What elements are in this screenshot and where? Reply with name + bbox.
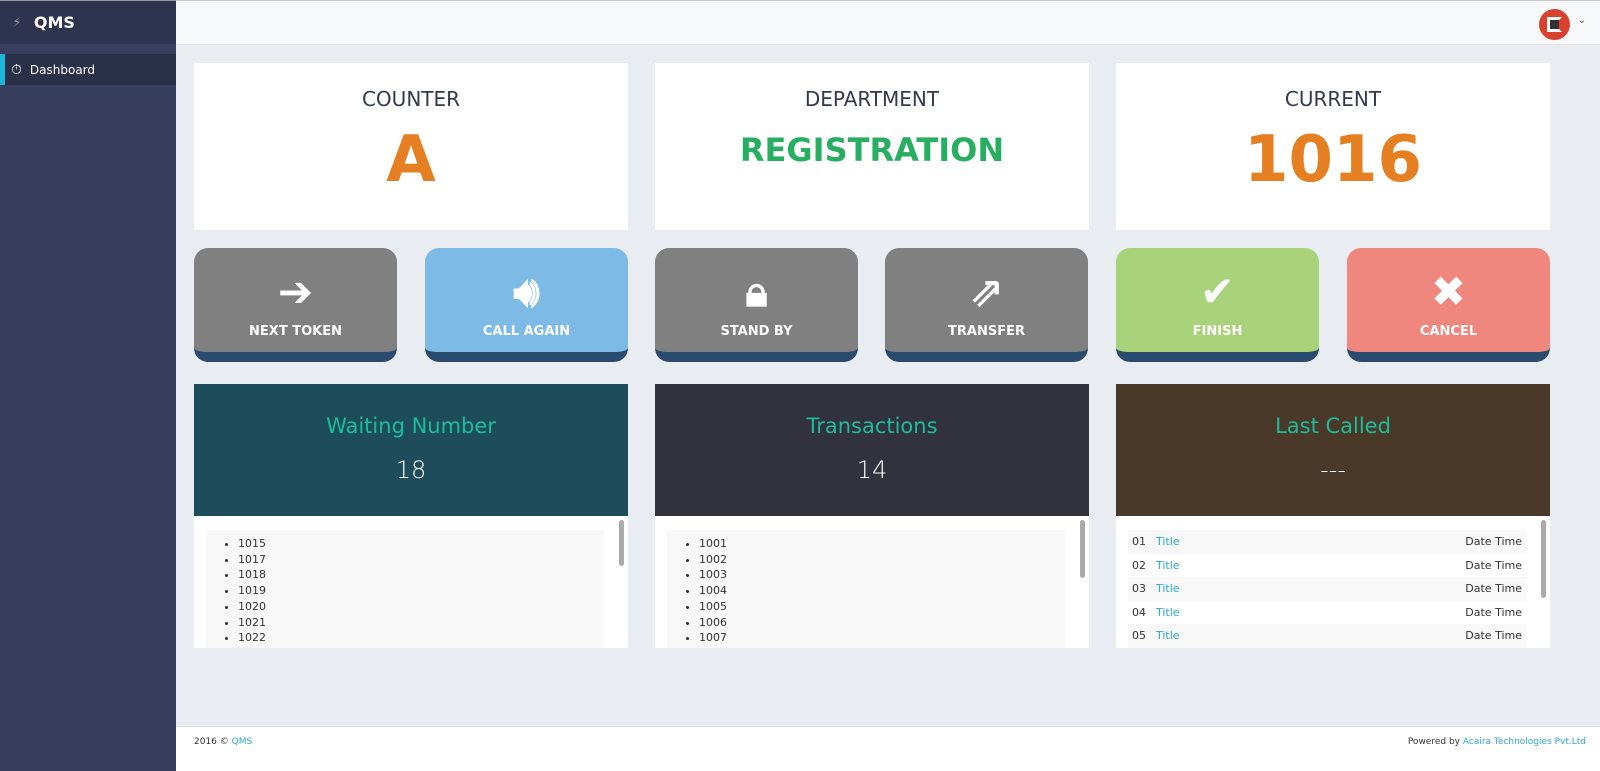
powered-by: Powered by <box>1407 737 1460 747</box>
bolt-icon: ⚡ <box>12 14 22 31</box>
transfer-button[interactable]: ⇗ TRANSFER <box>885 248 1088 362</box>
stand-by-button[interactable]: 🔒︎ STAND BY <box>655 248 858 362</box>
list-item: 1005 <box>699 599 1065 615</box>
list-item: 1007 <box>699 630 1065 646</box>
table-row: 02 Title Date Time <box>1128 554 1526 578</box>
row-number: 01 <box>1132 535 1146 549</box>
cancel-button[interactable]: ✖ CANCEL <box>1347 248 1550 362</box>
scrollbar[interactable] <box>619 520 624 566</box>
list-item: 1004 <box>699 583 1065 599</box>
button-label: STAND BY <box>720 324 793 339</box>
list-item: 1021 <box>238 615 604 631</box>
finish-button[interactable]: ✔ FINISH <box>1116 248 1319 362</box>
app-title: QMS <box>33 13 75 32</box>
list-item: 1017 <box>238 552 604 568</box>
row-number: 02 <box>1132 558 1146 572</box>
counter-card: COUNTER A <box>194 63 628 230</box>
list-item: 1015 <box>238 536 604 552</box>
list-item: 1018 <box>238 567 604 583</box>
scrollbar[interactable] <box>1541 520 1546 598</box>
external-link-icon: ⇗ <box>968 267 1005 316</box>
list-item: 1002 <box>699 552 1065 568</box>
list-item: 1020 <box>238 599 604 615</box>
list-item: 1023 <box>238 646 604 648</box>
chevron-down-icon[interactable]: ⌄ <box>1577 15 1586 26</box>
row-number: 03 <box>1132 582 1146 596</box>
counter-label: COUNTER <box>361 87 461 111</box>
call-again-button[interactable]: 🔊︎ CALL AGAIN <box>425 248 628 362</box>
user-avatar[interactable] <box>1539 9 1570 40</box>
last-called-list: 01 Title Date Time 02 Title Date Time 03 Title D… <box>1128 530 1526 648</box>
close-icon: ✖ <box>1430 267 1467 316</box>
row-title-link[interactable]: Title <box>1156 535 1180 549</box>
arrow-right-icon: ➔ <box>277 267 314 316</box>
row-number: 05 <box>1132 629 1146 643</box>
button-label: TRANSFER <box>948 324 1025 339</box>
list-item: 1019 <box>238 583 604 599</box>
company-link[interactable]: Acaira Technologies Pvt.Ltd <box>1462 737 1586 747</box>
logo-icon <box>1547 17 1562 32</box>
brand[interactable]: ⚡ QMS <box>0 0 176 44</box>
lock-icon: 🔒︎ <box>745 267 768 316</box>
row-title-link[interactable]: Title <box>1156 605 1180 619</box>
list-item: 1022 <box>238 630 604 646</box>
scrollbar[interactable] <box>1080 520 1085 578</box>
row-datetime: Date Time <box>1465 605 1522 619</box>
row-number: 04 <box>1132 605 1146 619</box>
department-value: REGISTRATION <box>739 131 1005 169</box>
last-called-panel: Last Called --- 01 Title Date Time 02 Title Da… <box>1116 384 1550 648</box>
row-title-link[interactable]: Title <box>1156 582 1180 596</box>
footer: 2016 © QMS Powered by Acaira Technologie… <box>176 726 1600 771</box>
waiting-count: 18 <box>395 456 427 484</box>
brand-link[interactable]: QMS <box>231 737 253 747</box>
sidebar-item-label: Dashboard <box>29 62 96 77</box>
top-bar: ⌄ <box>176 0 1600 45</box>
row-datetime: Date Time <box>1465 535 1522 549</box>
next-token-button[interactable]: ➔ NEXT TOKEN <box>194 248 397 362</box>
panel-title: Last Called <box>1275 414 1391 438</box>
transactions-list: 10011002100310041005100610071008 <box>667 530 1065 648</box>
panel-title: Waiting Number <box>326 414 496 438</box>
current-value: 1016 <box>1243 123 1423 197</box>
waiting-list: 10151017101810191020102110221023 <box>206 530 604 648</box>
list-item: 1003 <box>699 567 1065 583</box>
sidebar-item-dashboard[interactable]: ⏱ Dashboard <box>0 54 176 85</box>
button-label: CANCEL <box>1419 324 1478 339</box>
list-item: 1001 <box>699 536 1065 552</box>
copyright: 2016 © <box>194 737 229 747</box>
table-row: 04 Title Date Time <box>1128 601 1526 625</box>
table-row: 03 Title Date Time <box>1128 577 1526 601</box>
row-datetime: Date Time <box>1465 582 1522 596</box>
table-row: 05 Title Date Time <box>1128 624 1526 648</box>
table-row: 01 Title Date Time <box>1128 530 1526 554</box>
row-title-link[interactable]: Title <box>1156 629 1180 643</box>
button-label: FINISH <box>1192 324 1243 339</box>
current-label: CURRENT <box>1284 87 1382 111</box>
list-item: 1008 <box>699 646 1065 648</box>
stopwatch-icon: ⏱ <box>11 61 22 78</box>
department-label: DEPARTMENT <box>804 87 940 111</box>
current-card: CURRENT 1016 <box>1116 63 1550 230</box>
transactions-count: 14 <box>856 456 888 484</box>
row-datetime: Date Time <box>1465 558 1522 572</box>
last-called-value: --- <box>1320 456 1346 484</box>
row-title-link[interactable]: Title <box>1156 558 1180 572</box>
panel-title: Transactions <box>806 414 938 438</box>
check-icon: ✔ <box>1199 267 1236 316</box>
button-label: NEXT TOKEN <box>249 324 342 339</box>
row-datetime: Date Time <box>1465 629 1522 643</box>
list-item: 1006 <box>699 615 1065 631</box>
speaker-icon: 🔊︎ <box>513 267 540 316</box>
sidebar: ⚡ QMS ⏱ Dashboard <box>0 0 176 771</box>
button-label: CALL AGAIN <box>482 324 571 339</box>
counter-value: A <box>386 123 436 197</box>
department-card: DEPARTMENT REGISTRATION <box>655 63 1089 230</box>
